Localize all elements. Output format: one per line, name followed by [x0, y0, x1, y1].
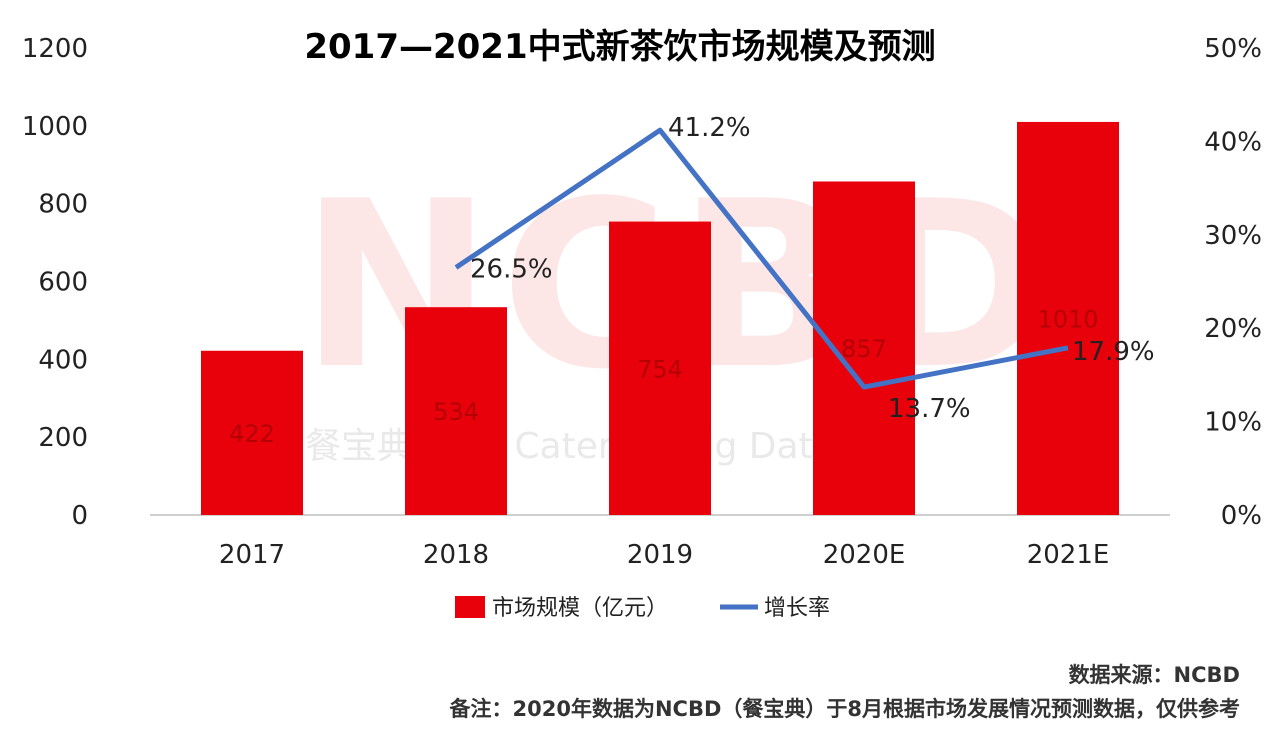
- bar: [1017, 121, 1119, 516]
- y-right-tick-label: 20%: [1204, 314, 1262, 344]
- data-source: 数据来源：NCBD: [1069, 663, 1240, 687]
- y-left-tick-label: 0: [71, 501, 88, 531]
- bar-data-label: 754: [637, 355, 683, 383]
- y-left-tick-label: 400: [38, 345, 88, 375]
- x-tick-label: 2021E: [1027, 540, 1110, 570]
- y-axis-left: 0 200 400 600 800 1000 1200: [22, 34, 88, 531]
- bar-data-label: 534: [433, 398, 479, 426]
- x-tick-label: 2020E: [823, 540, 906, 570]
- watermark-subtitle: 餐宝典 New Catering Big Data: [305, 426, 835, 467]
- line-data-label: 17.9%: [1072, 337, 1155, 367]
- x-tick-label: 2018: [423, 540, 489, 570]
- chart-title: 2017—2021中式新茶饮市场规模及预测: [304, 27, 935, 67]
- x-tick-label: 2019: [627, 540, 693, 570]
- legend-swatch-bar: [455, 596, 485, 618]
- legend: 市场规模（亿元） 增长率: [455, 596, 830, 621]
- legend-label-line: 增长率: [764, 596, 830, 621]
- bar: [201, 350, 303, 515]
- y-left-tick-label: 1200: [22, 34, 88, 64]
- y-right-tick-label: 50%: [1204, 34, 1262, 64]
- x-axis-labels: 2017 2018 2019 2020E 2021E: [219, 540, 1109, 570]
- y-right-tick-label: 30%: [1204, 221, 1262, 251]
- y-left-tick-label: 600: [38, 268, 88, 298]
- bar-data-label: 1010: [1037, 305, 1098, 333]
- line-data-label: 13.7%: [888, 394, 971, 424]
- x-tick-label: 2017: [219, 540, 285, 570]
- y-left-tick-label: 200: [38, 423, 88, 453]
- bar: [609, 221, 711, 515]
- line-data-label: 26.5%: [470, 254, 553, 284]
- bar-series: 422 534 754 857 1010: [201, 121, 1119, 516]
- bar-data-label: 422: [229, 420, 275, 448]
- line-series: 26.5% 41.2% 13.7% 17.9%: [454, 113, 1155, 424]
- y-right-tick-label: 40%: [1204, 127, 1262, 157]
- line-data-label: 41.2%: [668, 113, 751, 143]
- bar-data-label: 857: [841, 335, 887, 363]
- footnote: 备注：2020年数据为NCBD（餐宝典）于8月根据市场发展情况预测数据，仅供参考: [449, 697, 1240, 721]
- legend-label-bar: 市场规模（亿元）: [492, 596, 668, 621]
- growth-rate-line: [454, 127, 1069, 390]
- y-left-tick-label: 1000: [22, 112, 88, 142]
- bar: [405, 307, 507, 515]
- y-right-tick-label: 0%: [1221, 501, 1262, 531]
- y-axis-right: 0% 10% 20% 30% 40% 50%: [1204, 34, 1262, 531]
- y-right-tick-label: 10%: [1204, 408, 1262, 438]
- y-left-tick-label: 800: [38, 190, 88, 220]
